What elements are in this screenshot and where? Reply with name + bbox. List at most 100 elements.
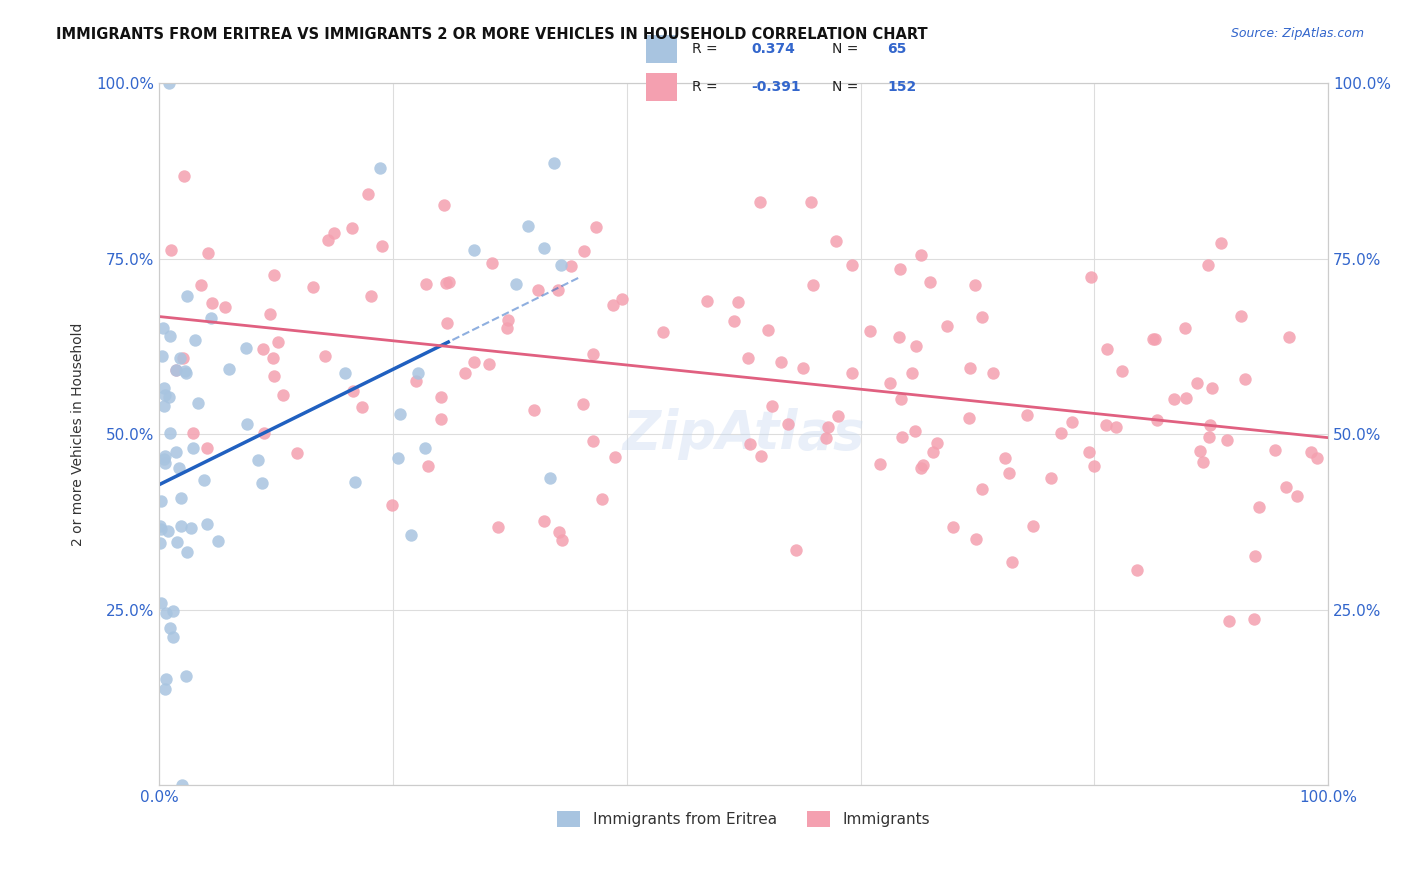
Point [1078,445,1101,459]
Point [723,314,745,328]
Point [547,283,569,297]
Point [1104,420,1126,434]
Point [153,450,176,464]
Point [153,399,176,413]
Point [749,449,772,463]
Point [1198,258,1220,272]
Point [252,343,274,357]
Point [156,524,179,538]
Point [1189,443,1212,458]
Point [582,434,605,448]
Point [405,374,427,388]
Point [572,397,595,411]
Point [371,239,394,253]
Point [560,259,582,273]
Point [921,444,943,458]
Point [190,278,212,293]
Point [890,392,912,406]
Point [193,473,215,487]
Point [800,194,823,209]
Point [550,258,572,272]
Point [761,400,783,414]
Point [162,604,184,618]
Point [433,197,456,211]
Legend: Immigrants from Eritrea, Immigrants: Immigrants from Eritrea, Immigrants [551,805,936,834]
Point [316,233,339,247]
Point [1278,330,1301,344]
Point [901,367,924,381]
Point [879,376,901,390]
Point [314,349,336,363]
Text: -0.391: -0.391 [751,80,800,94]
Point [340,220,363,235]
Point [430,412,453,426]
Point [165,445,187,459]
Point [957,411,980,425]
Point [533,514,555,528]
Point [925,436,948,450]
Point [1247,500,1270,514]
Point [1216,433,1239,447]
Point [495,321,517,335]
Point [965,532,987,546]
Point [463,244,485,258]
Point [184,333,207,347]
Point [817,419,839,434]
Point [1243,612,1265,626]
Point [176,288,198,302]
Point [1146,412,1168,426]
Point [155,606,177,620]
Point [910,460,932,475]
Point [360,289,382,303]
Point [887,330,910,344]
Point [155,672,177,686]
Point [159,328,181,343]
Point [344,475,367,490]
Point [1163,392,1185,406]
Point [1125,563,1147,577]
Point [1201,381,1223,395]
Point [652,325,675,339]
Point [160,243,183,257]
Point [538,471,561,485]
Point [387,450,409,465]
Point [1301,445,1323,459]
Text: ZipAtlas: ZipAtlas [623,409,865,460]
Point [250,475,273,490]
Point [263,368,285,383]
Point [1243,549,1265,564]
Point [201,296,224,310]
Point [591,492,613,507]
Point [322,226,344,240]
Point [1185,376,1208,391]
Point [582,347,605,361]
Point [778,417,800,431]
Point [181,441,204,455]
Point [153,456,176,470]
Point [972,482,994,496]
Point [149,494,172,508]
Point [517,219,540,233]
Point [200,310,222,325]
Point [1022,519,1045,533]
Point [333,366,356,380]
Point [827,409,849,423]
Point [770,355,793,369]
Text: N =: N = [831,42,858,56]
Point [1001,555,1024,569]
Point [505,277,527,292]
Point [235,341,257,355]
Point [389,407,412,421]
Point [1174,321,1197,335]
Point [825,234,848,248]
Point [159,621,181,635]
Point [302,279,325,293]
Point [585,220,607,235]
Point [612,292,634,306]
Point [603,450,626,464]
Point [1062,415,1084,429]
Point [1080,269,1102,284]
Point [187,396,209,410]
Point [195,442,218,456]
Point [551,533,574,548]
